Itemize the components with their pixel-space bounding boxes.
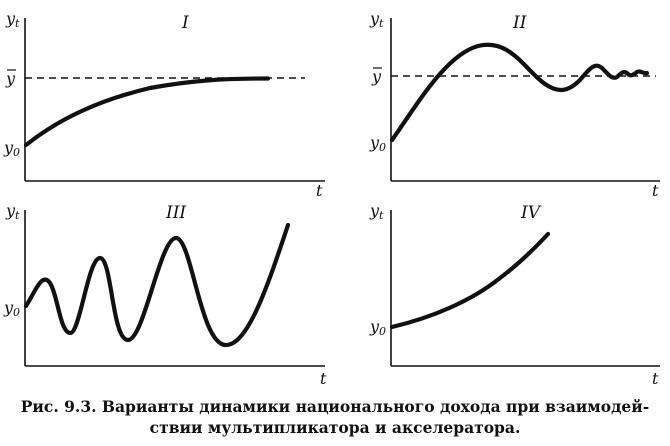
panel-II-ylabel: yt [369,9,384,30]
panel-II-curve [389,42,650,143]
panel-III-xlabel: t [320,369,327,388]
panel-II-y0-label: y0 [369,133,386,154]
panel-I-title: I [181,13,189,33]
panel-IV-y0-label: y0 [369,317,386,338]
panel-III-y0-label: y0 [3,298,20,319]
panel-IV-title: IV [520,203,542,223]
panel-IV-xlabel: t [652,369,659,388]
panel-III-title: III [165,203,186,223]
panel-II-xlabel: t [652,181,659,200]
panel-I-curve [23,76,271,148]
panel-III-curve [23,222,291,348]
panel-III: III yt y0 t [3,201,327,388]
panel-IV: IV yt y0 t [369,201,660,388]
panel-I-y0-label: y0 [3,138,20,159]
panel-II-title: II [512,13,527,33]
panel-III-ylabel: yt [5,201,20,222]
panel-I: I yt y y0 t [3,9,325,200]
panel-IV-ylabel: yt [369,201,384,222]
panel-II: II yt y y0 t [369,9,660,200]
panel-IV-curve [389,231,551,330]
panel-II-ybar-label: y [371,67,382,86]
panel-I-ylabel: yt [5,9,20,30]
panel-I-xlabel: t [316,181,323,200]
figure-caption-line-1: Рис. 9.3. Варианты динамики национальног… [20,397,650,416]
figure-caption-line-2: ствии мультипликатора и акселератора. [149,418,521,437]
panel-I-ybar-label: y [5,69,16,88]
